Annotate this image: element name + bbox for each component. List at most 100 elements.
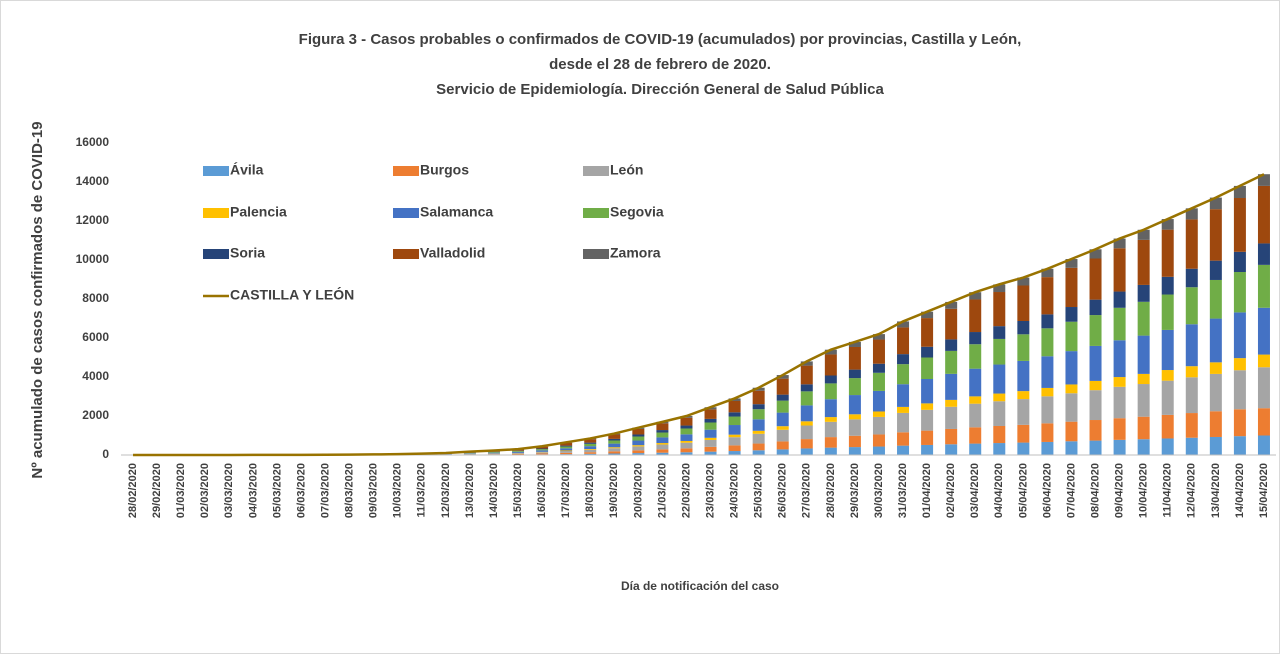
bar-segment <box>752 387 765 391</box>
bar-segment <box>536 446 549 449</box>
bar-segment <box>704 422 717 430</box>
x-tick-label: 06/03/2020 <box>295 463 307 518</box>
bar-segment <box>824 354 837 376</box>
x-tick-label: 06/04/2020 <box>1041 463 1053 518</box>
bar-segment <box>728 425 741 435</box>
x-tick-label: 13/03/2020 <box>464 463 476 518</box>
bar-segment <box>800 439 813 449</box>
bar-segment <box>993 326 1006 339</box>
x-tick-label: 10/04/2020 <box>1138 463 1150 518</box>
bar-segment <box>752 419 765 431</box>
x-tick-label: 26/03/2020 <box>777 463 789 518</box>
bar-segment <box>945 444 958 455</box>
bar-segment <box>848 341 861 347</box>
x-tick-label: 04/04/2020 <box>993 463 1005 518</box>
bar-segment <box>584 446 597 450</box>
bar-segment <box>608 438 621 441</box>
bar-segment <box>1089 345 1102 381</box>
bar-segment <box>1041 423 1054 442</box>
bar-segment <box>536 450 549 452</box>
bar-segment <box>1137 229 1150 240</box>
bar-segment <box>1017 442 1030 455</box>
bar-segment <box>897 412 910 433</box>
bar-segment <box>584 453 597 455</box>
legend-label: CASTILLA Y LEÓN <box>230 286 354 303</box>
bar-segment <box>536 452 549 454</box>
bar-segment <box>1065 267 1078 308</box>
x-tick-label: 16/03/2020 <box>536 463 548 518</box>
bar-segment <box>1185 377 1198 414</box>
bar-segment <box>1041 277 1054 315</box>
bar-segment <box>872 390 885 412</box>
bar-segment <box>776 429 789 442</box>
x-tick-label: 10/03/2020 <box>392 463 404 518</box>
x-tick-label: 17/03/2020 <box>560 463 572 518</box>
bar-segment <box>848 419 861 436</box>
bar-segment <box>608 440 621 444</box>
bar-segment <box>824 447 837 455</box>
bar-segment <box>897 364 910 385</box>
bar-segment <box>1113 386 1126 419</box>
bar-segment <box>752 390 765 405</box>
bar-segment <box>680 434 693 441</box>
bar-segment <box>1233 312 1246 359</box>
bar-segment <box>776 400 789 413</box>
bar-segment <box>1161 329 1174 371</box>
bar-segment <box>1017 277 1030 286</box>
bar-segment <box>656 444 669 450</box>
bar-segment <box>969 403 982 428</box>
bar-segment <box>824 421 837 438</box>
bar-segment <box>1089 380 1102 391</box>
bar-segment <box>824 349 837 355</box>
bar-segment <box>656 430 669 433</box>
bar-segment <box>560 451 573 453</box>
bar-segment <box>1089 315 1102 346</box>
bar-segment <box>1257 264 1270 308</box>
bar-segment <box>656 423 669 431</box>
bar-segment <box>1089 440 1102 455</box>
bar-segment <box>752 430 765 434</box>
bar-segment <box>1137 239 1150 285</box>
bar-segment <box>921 357 934 380</box>
bar-segment <box>776 441 789 450</box>
bar-segment <box>945 406 958 429</box>
y-tick-label: 14000 <box>76 174 110 188</box>
bar-segment <box>1041 387 1054 397</box>
bar-segment <box>921 346 934 358</box>
bar-segment <box>824 437 837 448</box>
bar-segment <box>680 440 693 443</box>
bar-segment <box>1233 198 1246 252</box>
bar-segment <box>848 369 861 379</box>
bar-segment <box>1113 307 1126 341</box>
bar-segment <box>680 428 693 435</box>
x-tick-label: 05/04/2020 <box>1017 463 1029 518</box>
bar-segment <box>704 439 717 447</box>
y-axis-title: Nº acumulado de casos confirmados de COV… <box>29 121 46 478</box>
legend-label: Soria <box>230 245 265 261</box>
bar-segment <box>1257 243 1270 265</box>
bar-segment <box>800 391 813 406</box>
bar-segment <box>1161 219 1174 230</box>
y-tick-label: 12000 <box>76 213 110 227</box>
bar-segment <box>800 361 813 366</box>
bar-segment <box>1137 335 1150 374</box>
bar-segment <box>752 450 765 455</box>
legend-swatch <box>203 166 229 176</box>
bar-segment <box>1161 229 1174 277</box>
bar-segment <box>584 449 597 450</box>
bar-segment <box>560 445 573 447</box>
legend-label: Ávila <box>230 162 264 178</box>
chart-title: desde el 28 de febrero de 2020. <box>549 56 771 73</box>
legend-label: León <box>610 162 643 178</box>
bar-segment <box>1041 356 1054 388</box>
bar-segment <box>1185 324 1198 367</box>
y-tick-label: 2000 <box>82 408 109 422</box>
bar-segment <box>1257 435 1270 455</box>
bar-segment <box>608 448 621 452</box>
bar-segment <box>969 344 982 369</box>
bar-segment <box>487 452 500 453</box>
bar-segment <box>993 425 1006 444</box>
bar-segment <box>1113 418 1126 440</box>
bar-segment <box>1161 414 1174 439</box>
bar-segment <box>704 409 717 419</box>
